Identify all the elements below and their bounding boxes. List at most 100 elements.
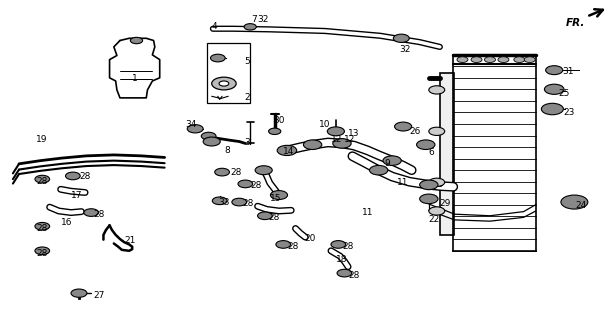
Circle shape bbox=[255, 166, 272, 175]
Circle shape bbox=[429, 178, 444, 187]
Text: 28: 28 bbox=[79, 172, 90, 181]
Bar bbox=[440, 73, 454, 235]
Circle shape bbox=[219, 81, 229, 86]
Circle shape bbox=[561, 195, 588, 209]
Circle shape bbox=[524, 57, 535, 62]
Circle shape bbox=[35, 222, 50, 230]
Text: 9: 9 bbox=[385, 159, 390, 168]
Circle shape bbox=[331, 241, 346, 248]
Text: 2: 2 bbox=[244, 93, 249, 102]
Circle shape bbox=[471, 57, 482, 62]
Text: 28: 28 bbox=[250, 181, 262, 190]
Text: 11: 11 bbox=[397, 178, 408, 187]
Circle shape bbox=[238, 180, 253, 188]
Text: 28: 28 bbox=[242, 199, 254, 208]
Text: 1: 1 bbox=[132, 74, 138, 83]
Circle shape bbox=[420, 194, 438, 204]
Text: 10: 10 bbox=[319, 120, 330, 130]
Circle shape bbox=[337, 269, 352, 277]
Circle shape bbox=[484, 57, 495, 62]
Circle shape bbox=[71, 289, 87, 297]
Circle shape bbox=[276, 241, 291, 248]
Text: 15: 15 bbox=[270, 194, 281, 203]
Circle shape bbox=[370, 165, 388, 175]
Circle shape bbox=[546, 66, 563, 75]
Text: 33: 33 bbox=[218, 197, 229, 206]
Circle shape bbox=[210, 54, 225, 62]
Text: 21: 21 bbox=[124, 236, 135, 245]
Text: 3: 3 bbox=[244, 138, 250, 147]
Text: 28: 28 bbox=[94, 210, 105, 219]
Circle shape bbox=[514, 57, 525, 62]
Circle shape bbox=[257, 212, 272, 220]
Text: 11: 11 bbox=[362, 208, 373, 217]
Circle shape bbox=[203, 137, 220, 146]
Text: 28: 28 bbox=[268, 213, 280, 222]
Circle shape bbox=[211, 77, 236, 90]
Circle shape bbox=[215, 168, 229, 176]
Text: FR.: FR. bbox=[565, 18, 585, 28]
Circle shape bbox=[541, 103, 563, 115]
Circle shape bbox=[417, 140, 435, 149]
Circle shape bbox=[187, 124, 203, 133]
Text: 8: 8 bbox=[224, 146, 230, 155]
Circle shape bbox=[498, 57, 509, 62]
Circle shape bbox=[429, 207, 444, 215]
Circle shape bbox=[383, 156, 402, 165]
Text: 31: 31 bbox=[562, 67, 574, 76]
Text: 12: 12 bbox=[345, 135, 356, 144]
Circle shape bbox=[429, 86, 444, 94]
Text: 23: 23 bbox=[563, 108, 575, 117]
Circle shape bbox=[395, 122, 412, 131]
Text: 32: 32 bbox=[400, 44, 411, 54]
Text: 28: 28 bbox=[36, 250, 48, 259]
Text: 4: 4 bbox=[211, 22, 218, 31]
Text: 28: 28 bbox=[36, 177, 48, 186]
Circle shape bbox=[232, 198, 246, 206]
Text: 34: 34 bbox=[185, 120, 197, 129]
Circle shape bbox=[244, 24, 256, 30]
Text: 22: 22 bbox=[429, 215, 440, 224]
Text: 17: 17 bbox=[71, 190, 83, 200]
Circle shape bbox=[35, 175, 50, 183]
Circle shape bbox=[201, 132, 216, 140]
Circle shape bbox=[420, 180, 438, 190]
Text: 32: 32 bbox=[257, 15, 269, 24]
Text: 29: 29 bbox=[440, 198, 451, 207]
Text: 13: 13 bbox=[348, 129, 360, 138]
Text: 18: 18 bbox=[336, 255, 348, 264]
Text: 25: 25 bbox=[558, 89, 570, 98]
Text: 28: 28 bbox=[36, 224, 48, 233]
Circle shape bbox=[66, 172, 80, 180]
Text: 28: 28 bbox=[230, 168, 242, 177]
Bar bbox=[207, 43, 250, 103]
Text: 26: 26 bbox=[409, 127, 421, 136]
Text: 19: 19 bbox=[36, 135, 48, 144]
Text: 5: 5 bbox=[244, 57, 250, 66]
Text: 6: 6 bbox=[429, 148, 435, 156]
Circle shape bbox=[270, 191, 287, 199]
Circle shape bbox=[131, 37, 143, 44]
Circle shape bbox=[277, 145, 297, 156]
Text: 28: 28 bbox=[348, 271, 359, 280]
Circle shape bbox=[544, 84, 564, 94]
Text: 20: 20 bbox=[305, 234, 316, 243]
Circle shape bbox=[84, 209, 99, 216]
Circle shape bbox=[327, 127, 345, 136]
Circle shape bbox=[303, 140, 322, 149]
Circle shape bbox=[394, 34, 409, 43]
Circle shape bbox=[212, 197, 227, 204]
Text: 28: 28 bbox=[287, 242, 299, 251]
Text: 12: 12 bbox=[331, 135, 342, 144]
Text: 30: 30 bbox=[273, 116, 284, 125]
Circle shape bbox=[35, 247, 50, 255]
Text: 16: 16 bbox=[61, 218, 72, 227]
Circle shape bbox=[268, 128, 281, 134]
Text: 14: 14 bbox=[283, 147, 295, 156]
Text: 7: 7 bbox=[251, 15, 257, 24]
Circle shape bbox=[429, 127, 444, 135]
Circle shape bbox=[457, 57, 468, 62]
Circle shape bbox=[333, 139, 351, 148]
Text: 27: 27 bbox=[94, 291, 105, 300]
Text: 28: 28 bbox=[342, 242, 353, 251]
